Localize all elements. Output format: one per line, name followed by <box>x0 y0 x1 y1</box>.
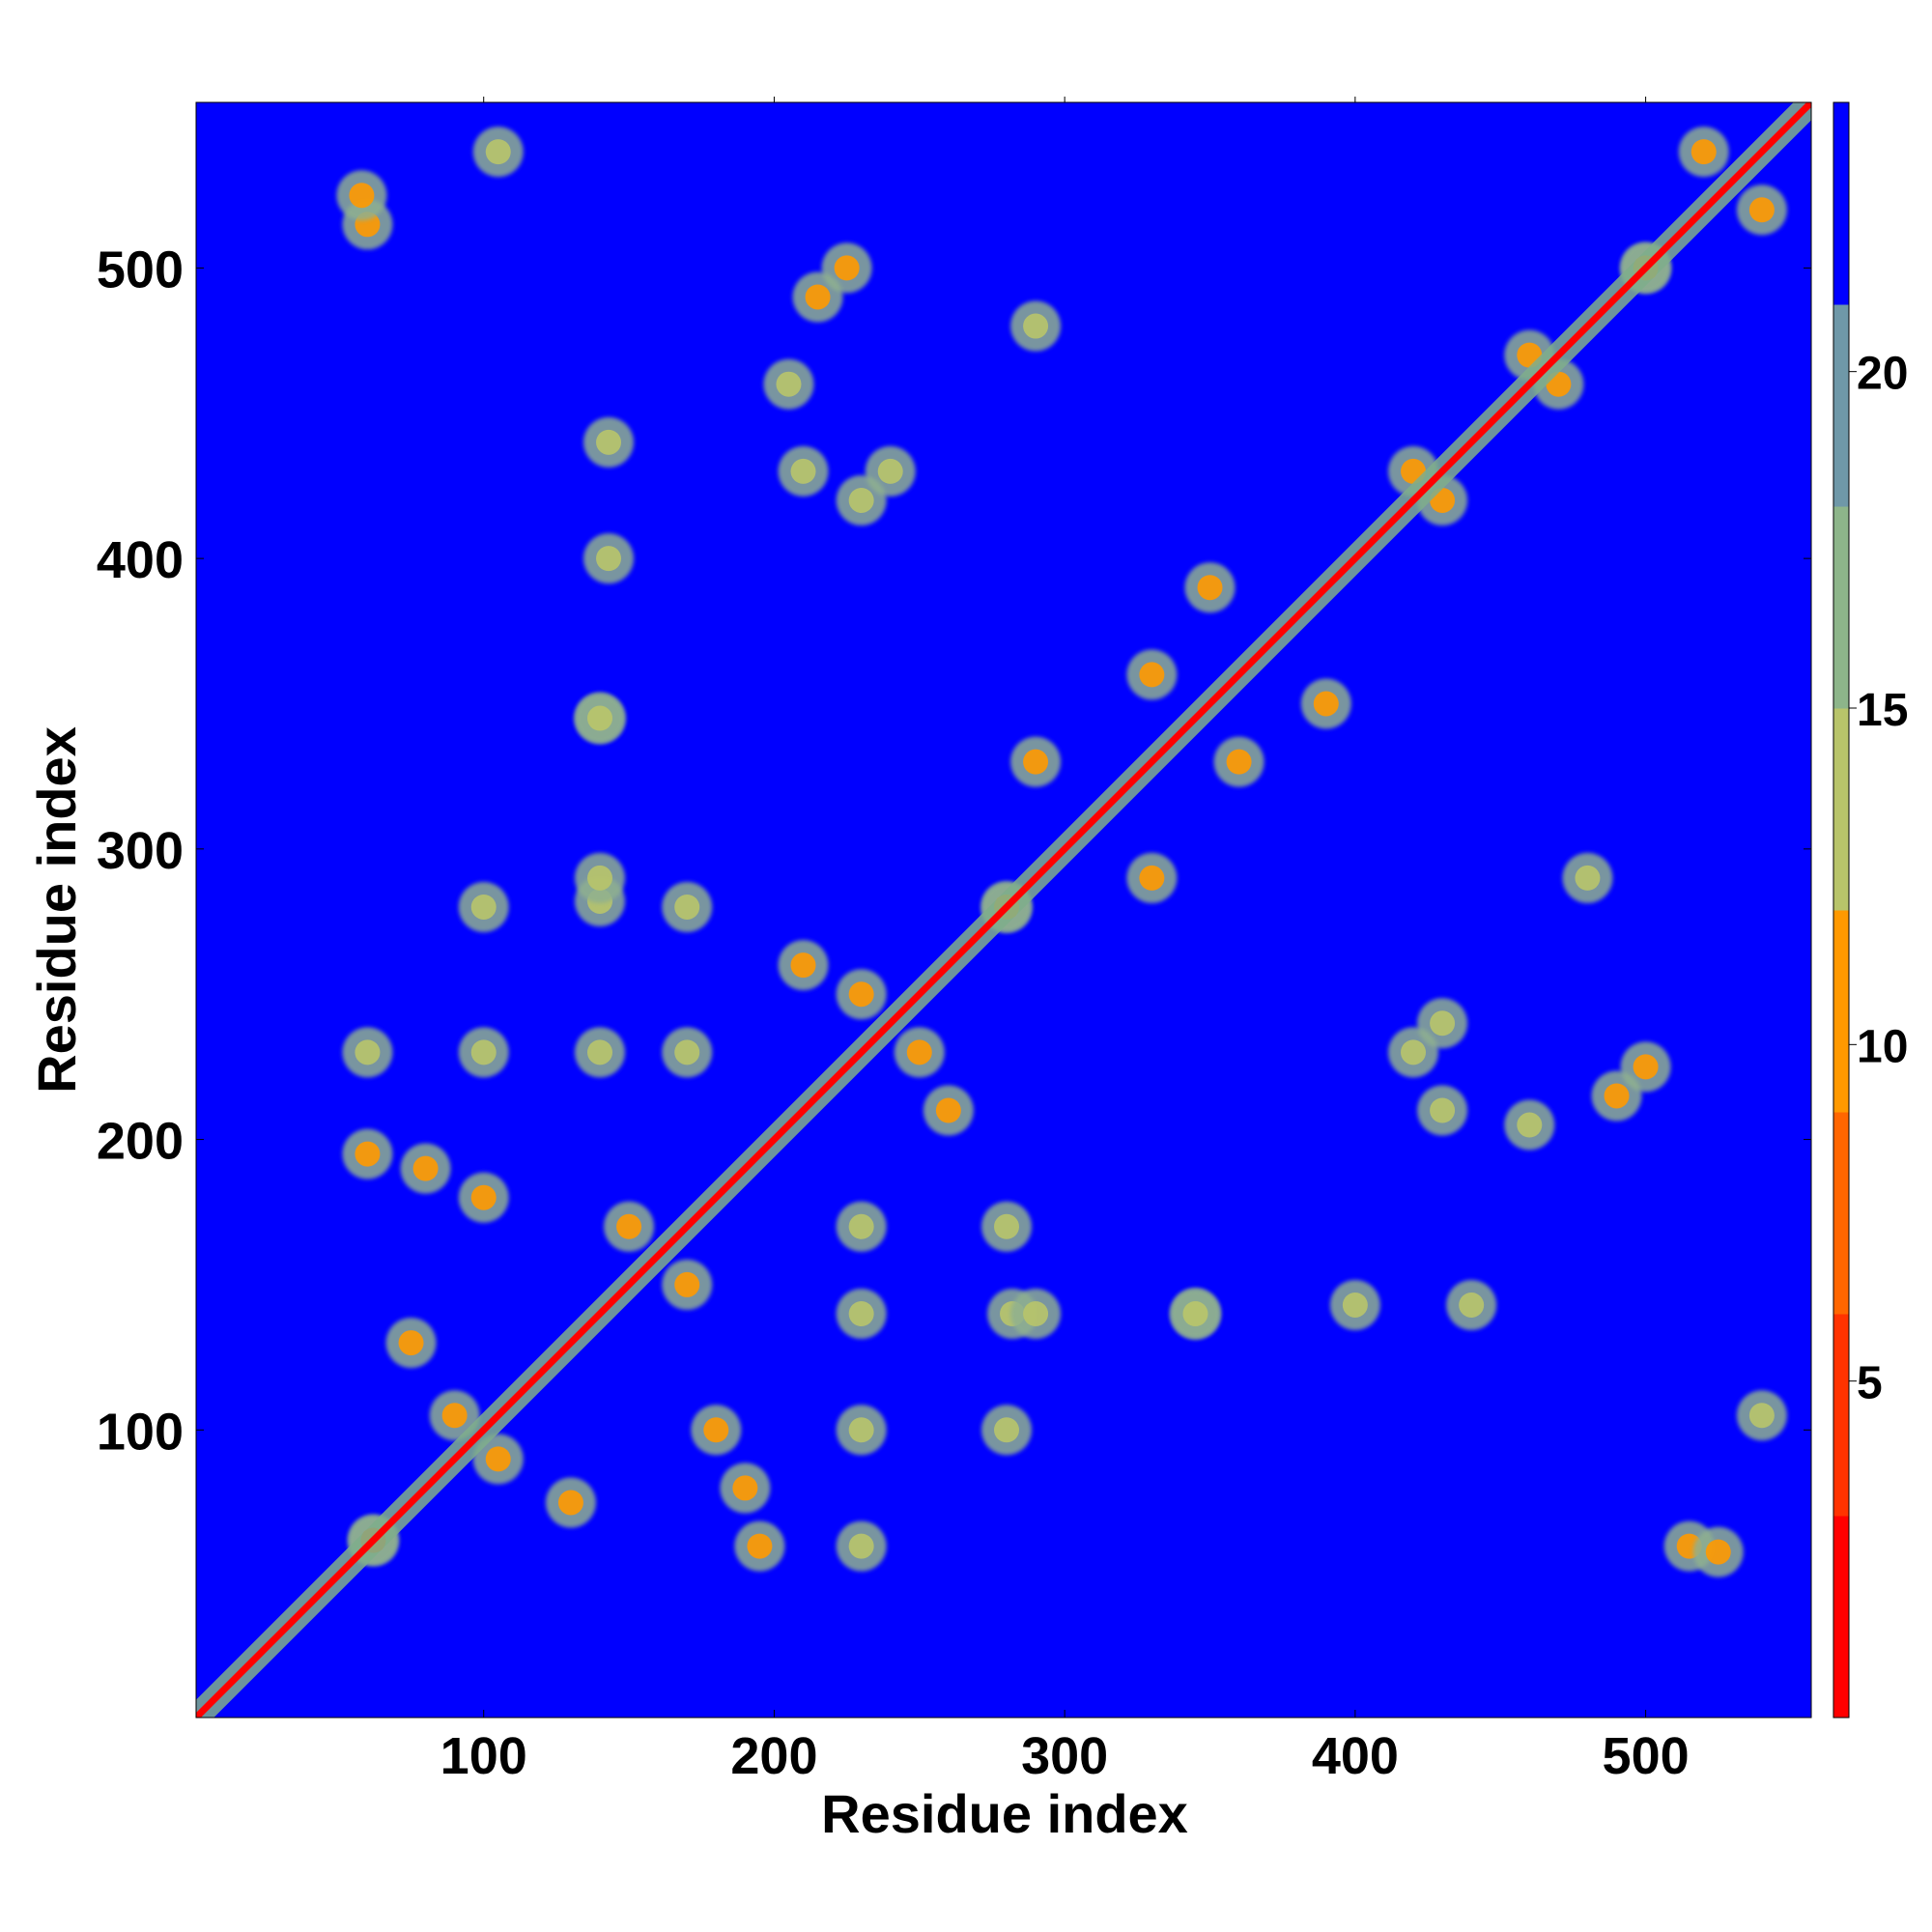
feature-blob <box>385 1318 437 1369</box>
feature-blob <box>836 969 887 1020</box>
feature-blob <box>1620 1041 1671 1093</box>
feature-blob <box>821 242 872 294</box>
feature-blob <box>575 693 625 744</box>
feature-blob <box>583 533 635 584</box>
x-tick-label: 500 <box>1603 1727 1690 1785</box>
feature-blob <box>575 852 625 903</box>
feature-blob <box>1010 1289 1062 1339</box>
y-tick-label: 400 <box>97 531 184 589</box>
feature-blob <box>458 1027 509 1078</box>
feature-blob <box>545 1477 596 1528</box>
plot-frame <box>195 101 1812 1719</box>
feature-blob <box>1678 127 1729 178</box>
feature-blob <box>836 1520 887 1572</box>
feature-blob <box>763 358 814 410</box>
feature-blob <box>720 1463 771 1514</box>
y-tick-label: 300 <box>97 822 184 880</box>
feature-blob <box>1692 1526 1744 1577</box>
feature-blob <box>836 1405 887 1456</box>
feature-blob <box>472 127 524 178</box>
colorbar-segment <box>1833 1112 1849 1315</box>
feature-blob <box>1170 1289 1221 1339</box>
feature-blob <box>342 1027 393 1078</box>
feature-blob <box>836 1289 887 1339</box>
feature-blob <box>575 1027 625 1078</box>
colorbar-segment <box>1833 304 1849 507</box>
feature-blob <box>981 1201 1033 1252</box>
colorbar-tick-label: 10 <box>1857 1021 1908 1072</box>
feature-blob <box>778 445 829 497</box>
feature-blob <box>836 474 887 526</box>
feature-blob <box>734 1520 785 1572</box>
feature-blob <box>1300 678 1351 729</box>
y-tick-label: 200 <box>97 1113 184 1171</box>
feature-blob <box>923 1085 974 1136</box>
feature-blob <box>1446 1279 1497 1330</box>
feature-blob <box>691 1405 742 1456</box>
feature-blob <box>1388 1027 1439 1078</box>
colorbar-tick-label: 20 <box>1857 349 1908 400</box>
y-axis-label: Residue index <box>26 726 87 1094</box>
colorbar-segment <box>1833 910 1849 1113</box>
x-tick-label: 200 <box>730 1727 817 1785</box>
feature-blob <box>1010 736 1062 787</box>
feature-blob <box>662 1259 713 1310</box>
feature-blob <box>1417 1085 1468 1136</box>
y-tick-label: 500 <box>97 241 184 298</box>
feature-blob <box>1736 185 1787 236</box>
colorbar-segment <box>1833 1314 1849 1517</box>
x-tick-label: 300 <box>1021 1727 1108 1785</box>
feature-blob <box>400 1143 451 1194</box>
feature-blob <box>1126 852 1178 903</box>
feature-blob <box>981 1405 1033 1456</box>
feature-blob <box>894 1027 945 1078</box>
feature-blob <box>1504 1099 1555 1151</box>
diagonal-core <box>196 102 1811 1718</box>
feature-blob <box>604 1201 655 1252</box>
feature-blob <box>662 1027 713 1078</box>
feature-blob <box>336 170 387 221</box>
y-tick-label: 100 <box>97 1403 184 1461</box>
feature-blob <box>1329 1279 1380 1330</box>
feature-blob <box>429 1390 480 1441</box>
feature-blob <box>458 1172 509 1223</box>
colorbar-tick-label: 15 <box>1857 685 1908 736</box>
feature-blob <box>342 1128 393 1179</box>
main-diagonal <box>196 102 1811 1718</box>
feature-blob <box>472 1434 524 1485</box>
colorbar-segment <box>1833 708 1849 911</box>
contact-features <box>336 127 1787 1577</box>
feature-blob <box>778 940 829 991</box>
feature-blob <box>1562 852 1613 903</box>
feature-blob <box>1736 1390 1787 1441</box>
feature-blob <box>1184 562 1236 613</box>
x-tick-label: 100 <box>440 1727 527 1785</box>
x-axis-label: Residue index <box>821 1783 1188 1844</box>
feature-blob <box>1126 649 1178 700</box>
colorbar-segment <box>1833 506 1849 709</box>
x-tick-label: 400 <box>1312 1727 1399 1785</box>
feature-blob <box>836 1201 887 1252</box>
colorbar-segment <box>1833 102 1849 305</box>
y-axis-ticks: 100 200 300 400 500 <box>97 241 1811 1461</box>
feature-blob <box>662 881 713 932</box>
feature-blob <box>1010 300 1062 352</box>
feature-blob <box>583 416 635 468</box>
feature-blob <box>1213 736 1264 787</box>
colorbar-ticks: 5 10 15 20 <box>1849 349 1908 1409</box>
colorbar-segment <box>1833 1516 1849 1719</box>
x-axis-ticks: 100 200 300 400 500 <box>440 97 1690 1785</box>
colorbar-tick-label: 5 <box>1857 1358 1883 1409</box>
colorbar-frame <box>1833 101 1850 1719</box>
feature-blob <box>458 881 509 932</box>
colorbar <box>1833 101 1850 1719</box>
